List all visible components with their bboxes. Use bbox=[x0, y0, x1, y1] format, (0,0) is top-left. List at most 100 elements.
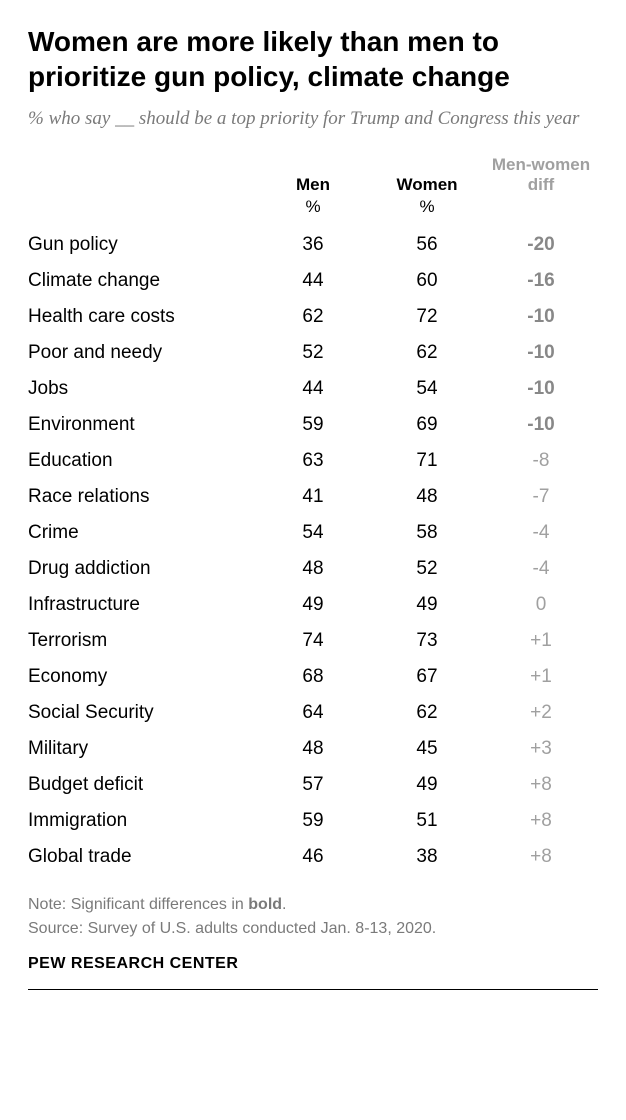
cell-diff: -7 bbox=[484, 479, 598, 515]
org-name: PEW RESEARCH CENTER bbox=[28, 955, 598, 973]
cell-women: 49 bbox=[370, 767, 484, 803]
row-label: Military bbox=[28, 731, 256, 767]
unit-row: % % bbox=[28, 197, 598, 227]
cell-men: 36 bbox=[256, 227, 370, 263]
row-label: Poor and needy bbox=[28, 335, 256, 371]
footer: Note: Significant differences in bold. S… bbox=[28, 893, 598, 990]
table-row: Economy6867+1 bbox=[28, 659, 598, 695]
unit-men: % bbox=[256, 197, 370, 227]
priorities-table: Men Women Men-women diff % % Gun policy3… bbox=[28, 155, 598, 876]
row-label: Crime bbox=[28, 515, 256, 551]
table-row: Health care costs6272-10 bbox=[28, 299, 598, 335]
note-bold: bold bbox=[248, 896, 282, 913]
row-label: Jobs bbox=[28, 371, 256, 407]
cell-women: 71 bbox=[370, 443, 484, 479]
table-row: Poor and needy5262-10 bbox=[28, 335, 598, 371]
cell-diff: -4 bbox=[484, 515, 598, 551]
table-row: Climate change4460-16 bbox=[28, 263, 598, 299]
row-label: Terrorism bbox=[28, 623, 256, 659]
cell-women: 67 bbox=[370, 659, 484, 695]
table-row: Terrorism7473+1 bbox=[28, 623, 598, 659]
cell-men: 59 bbox=[256, 407, 370, 443]
cell-diff: -20 bbox=[484, 227, 598, 263]
cell-diff: 0 bbox=[484, 587, 598, 623]
cell-women: 51 bbox=[370, 803, 484, 839]
cell-men: 63 bbox=[256, 443, 370, 479]
unit-women: % bbox=[370, 197, 484, 227]
cell-women: 48 bbox=[370, 479, 484, 515]
cell-men: 52 bbox=[256, 335, 370, 371]
row-label: Education bbox=[28, 443, 256, 479]
cell-diff: +8 bbox=[484, 767, 598, 803]
page-title: Women are more likely than men to priori… bbox=[28, 24, 598, 94]
cell-women: 52 bbox=[370, 551, 484, 587]
table-row: Jobs4454-10 bbox=[28, 371, 598, 407]
table-row: Military4845+3 bbox=[28, 731, 598, 767]
source-line: Source: Survey of U.S. adults conducted … bbox=[28, 917, 598, 941]
cell-men: 44 bbox=[256, 371, 370, 407]
table-row: Immigration5951+8 bbox=[28, 803, 598, 839]
cell-men: 48 bbox=[256, 731, 370, 767]
table-row: Drug addiction4852-4 bbox=[28, 551, 598, 587]
row-label: Economy bbox=[28, 659, 256, 695]
col-header-diff: Men-women diff bbox=[484, 155, 598, 198]
row-label: Social Security bbox=[28, 695, 256, 731]
row-label: Infrastructure bbox=[28, 587, 256, 623]
cell-women: 56 bbox=[370, 227, 484, 263]
note-line: Note: Significant differences in bold. bbox=[28, 893, 598, 917]
cell-men: 59 bbox=[256, 803, 370, 839]
diff-header-line1: Men-women bbox=[492, 155, 590, 174]
row-label: Immigration bbox=[28, 803, 256, 839]
cell-diff: -4 bbox=[484, 551, 598, 587]
cell-diff: +8 bbox=[484, 803, 598, 839]
cell-men: 74 bbox=[256, 623, 370, 659]
cell-women: 69 bbox=[370, 407, 484, 443]
cell-women: 49 bbox=[370, 587, 484, 623]
cell-men: 44 bbox=[256, 263, 370, 299]
cell-diff: +1 bbox=[484, 623, 598, 659]
table-row: Gun policy3656-20 bbox=[28, 227, 598, 263]
table-row: Education6371-8 bbox=[28, 443, 598, 479]
row-label: Budget deficit bbox=[28, 767, 256, 803]
header-row: Men Women Men-women diff bbox=[28, 155, 598, 198]
cell-diff: -8 bbox=[484, 443, 598, 479]
cell-diff: +2 bbox=[484, 695, 598, 731]
cell-women: 45 bbox=[370, 731, 484, 767]
cell-women: 62 bbox=[370, 335, 484, 371]
row-label: Health care costs bbox=[28, 299, 256, 335]
cell-diff: -10 bbox=[484, 407, 598, 443]
cell-diff: +8 bbox=[484, 839, 598, 875]
cell-women: 60 bbox=[370, 263, 484, 299]
col-header-men: Men bbox=[256, 155, 370, 198]
table-row: Crime5458-4 bbox=[28, 515, 598, 551]
cell-diff: -10 bbox=[484, 335, 598, 371]
cell-men: 64 bbox=[256, 695, 370, 731]
cell-men: 62 bbox=[256, 299, 370, 335]
cell-men: 68 bbox=[256, 659, 370, 695]
row-label: Environment bbox=[28, 407, 256, 443]
row-label: Gun policy bbox=[28, 227, 256, 263]
cell-diff: -10 bbox=[484, 299, 598, 335]
cell-women: 72 bbox=[370, 299, 484, 335]
cell-men: 57 bbox=[256, 767, 370, 803]
row-label: Drug addiction bbox=[28, 551, 256, 587]
note-suffix: . bbox=[282, 896, 286, 913]
cell-women: 62 bbox=[370, 695, 484, 731]
subtitle: % who say __ should be a top priority fo… bbox=[28, 106, 598, 133]
cell-men: 54 bbox=[256, 515, 370, 551]
cell-diff: -10 bbox=[484, 371, 598, 407]
row-label: Race relations bbox=[28, 479, 256, 515]
cell-women: 54 bbox=[370, 371, 484, 407]
col-header-women: Women bbox=[370, 155, 484, 198]
cell-diff: -16 bbox=[484, 263, 598, 299]
table-row: Budget deficit5749+8 bbox=[28, 767, 598, 803]
cell-women: 38 bbox=[370, 839, 484, 875]
cell-diff: +1 bbox=[484, 659, 598, 695]
cell-diff: +3 bbox=[484, 731, 598, 767]
cell-men: 48 bbox=[256, 551, 370, 587]
table-row: Race relations4148-7 bbox=[28, 479, 598, 515]
table-row: Global trade4638+8 bbox=[28, 839, 598, 875]
diff-header-line2: diff bbox=[528, 175, 554, 194]
note-prefix: Note: Significant differences in bbox=[28, 896, 248, 913]
cell-women: 73 bbox=[370, 623, 484, 659]
